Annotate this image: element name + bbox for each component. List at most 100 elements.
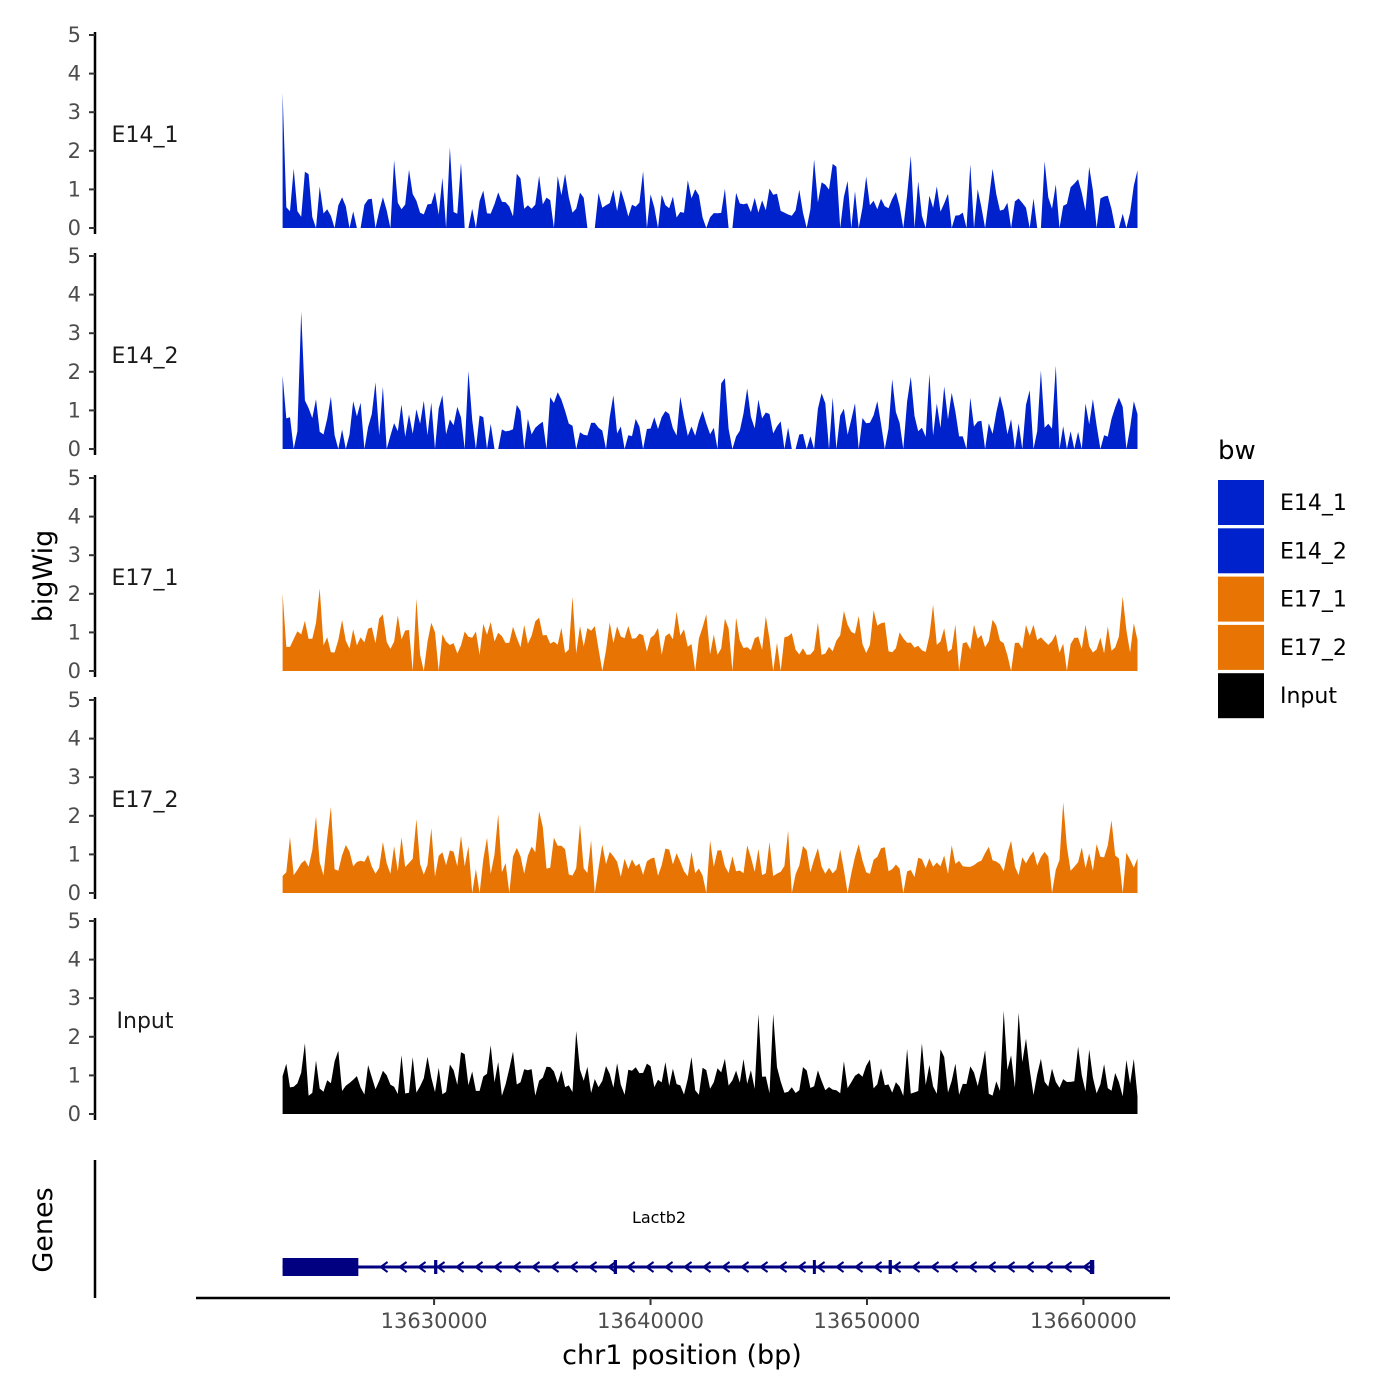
strand-arrow <box>834 1261 845 1273</box>
y-tick-label: 5 <box>68 688 81 712</box>
y-tick-label: 2 <box>68 582 81 606</box>
track-E14_1: 0 1 2 3 4 5 E14_1 <box>68 23 1138 240</box>
y-tick-label: 0 <box>68 437 81 461</box>
y-tick-label: 4 <box>68 505 81 529</box>
y-tick-label: 1 <box>68 177 81 201</box>
strand-arrow <box>891 1261 902 1273</box>
strand-arrow <box>739 1261 750 1273</box>
strand-arrow <box>796 1261 807 1273</box>
legend-label-E14_2: E14_2 <box>1280 539 1347 564</box>
legend-label-E17_1: E17_1 <box>1280 588 1347 613</box>
strand-arrow <box>663 1261 674 1273</box>
y-tick-label: 4 <box>68 62 81 86</box>
track-label-E14_2: E14_2 <box>112 344 179 369</box>
strand-arrow <box>1005 1261 1016 1273</box>
track-E17_2: 0 1 2 3 4 5 E17_2 <box>68 688 1138 905</box>
strand-arrow <box>986 1261 997 1273</box>
strand-arrow <box>625 1261 636 1273</box>
y-tick-label: 0 <box>68 216 81 240</box>
legend-label-Input: Input <box>1280 684 1337 709</box>
x-tick-label: 13630000 <box>381 1309 488 1333</box>
track-Input: 0 1 2 3 4 5 Input <box>68 909 1138 1126</box>
strand-arrow <box>492 1261 503 1273</box>
gene-exon <box>434 1260 438 1274</box>
legend: bw E14_1 E14_2 E17_1 E17_2 Input <box>1218 436 1347 719</box>
strand-arrow <box>435 1261 446 1273</box>
y-axis-title: bigWig <box>28 530 59 623</box>
y-tick-label: 1 <box>68 1063 81 1087</box>
coverage-tracks: 0 1 2 3 4 5 E14_1 0 1 2 3 4 5 E14_2 0 1 2 3 4 5 E17_1 0 1 2 3 4 5 E… <box>68 23 1138 1126</box>
y-tick-label: 3 <box>68 986 81 1010</box>
y-tick-label: 3 <box>68 321 81 345</box>
strand-arrow <box>530 1261 541 1273</box>
coverage-area-E14_1 <box>282 92 1138 229</box>
y-tick-label: 1 <box>68 398 81 422</box>
strand-arrow <box>473 1261 484 1273</box>
y-tick-label: 1 <box>68 620 81 644</box>
legend-title: bw <box>1218 436 1256 466</box>
legend-swatch-E17_1 <box>1218 576 1264 622</box>
legend-swatch-E17_2 <box>1218 624 1264 670</box>
legend-swatch-E14_1 <box>1218 480 1264 525</box>
gene-exon <box>282 1258 359 1276</box>
y-tick-label: 0 <box>68 1102 81 1126</box>
strand-arrow <box>853 1261 864 1273</box>
track-label-Input: Input <box>117 1009 174 1034</box>
coverage-area-E17_2 <box>282 802 1138 893</box>
y-tick-label: 3 <box>68 765 81 789</box>
y-tick-label: 0 <box>68 881 81 905</box>
y-tick-label: 5 <box>68 23 81 47</box>
strand-arrow <box>872 1261 883 1273</box>
strand-arrow <box>1043 1261 1054 1273</box>
strand-arrow <box>758 1261 769 1273</box>
x-tick-label: 13650000 <box>814 1309 921 1333</box>
y-tick-label: 2 <box>68 804 81 828</box>
strand-arrow <box>644 1261 655 1273</box>
strand-arrow <box>1081 1261 1092 1273</box>
track-E17_1: 0 1 2 3 4 5 E17_1 <box>68 466 1138 683</box>
y-tick-label: 4 <box>68 727 81 751</box>
strand-arrow <box>1024 1261 1035 1273</box>
track-label-E17_2: E17_2 <box>112 788 179 813</box>
coverage-area-Input <box>282 1010 1138 1114</box>
strand-arrow <box>1062 1261 1073 1273</box>
gene-exon <box>1089 1260 1095 1274</box>
gene-exon <box>613 1260 617 1274</box>
strand-arrow <box>929 1261 940 1273</box>
strand-arrow <box>948 1261 959 1273</box>
strand-arrow <box>910 1261 921 1273</box>
y-tick-label: 0 <box>68 659 81 683</box>
strand-arrow <box>587 1261 598 1273</box>
y-tick-label: 4 <box>68 283 81 307</box>
strand-arrow <box>606 1261 617 1273</box>
strand-arrow <box>454 1261 465 1273</box>
strand-arrow <box>815 1261 826 1273</box>
strand-arrow <box>720 1261 731 1273</box>
genes-panel: Lactb2 <box>93 1160 1095 1298</box>
y-tick-label: 2 <box>68 1025 81 1049</box>
track-label-E14_1: E14_1 <box>112 123 179 148</box>
y-tick-label: 5 <box>68 909 81 933</box>
strand-arrow <box>378 1261 389 1273</box>
legend-label-E17_2: E17_2 <box>1280 636 1347 661</box>
y-tick-label: 2 <box>68 360 81 384</box>
y-tick-label: 4 <box>68 948 81 972</box>
x-tick-label: 13640000 <box>597 1309 704 1333</box>
legend-label-E14_1: E14_1 <box>1280 491 1347 516</box>
strand-arrow <box>777 1261 788 1273</box>
y-tick-label: 3 <box>68 100 81 124</box>
coverage-area-E17_1 <box>282 588 1138 671</box>
gene-exon <box>812 1260 816 1274</box>
strand-arrow <box>511 1261 522 1273</box>
strand-arrow <box>682 1261 693 1273</box>
strand-arrow <box>549 1261 560 1273</box>
track-E14_2: 0 1 2 3 4 5 E14_2 <box>68 244 1138 461</box>
y-tick-label: 3 <box>68 543 81 567</box>
y-tick-label: 5 <box>68 466 81 490</box>
strand-arrow <box>568 1261 579 1273</box>
gene-exon <box>888 1260 892 1274</box>
y-tick-label: 1 <box>68 842 81 866</box>
x-tick-label: 13660000 <box>1030 1309 1137 1333</box>
legend-swatch-E14_2 <box>1218 528 1264 574</box>
